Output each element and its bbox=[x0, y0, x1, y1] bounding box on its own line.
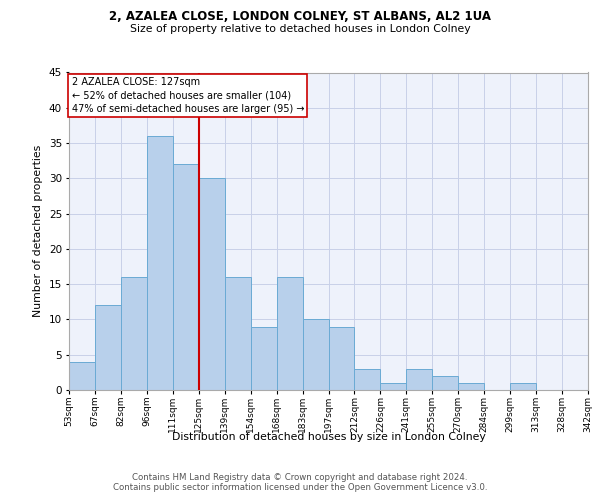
Y-axis label: Number of detached properties: Number of detached properties bbox=[33, 145, 43, 318]
Bar bbox=[510, 383, 536, 390]
Bar bbox=[355, 369, 380, 390]
Bar bbox=[302, 320, 329, 390]
Bar bbox=[95, 306, 121, 390]
Bar bbox=[458, 383, 484, 390]
Bar bbox=[277, 277, 302, 390]
Bar bbox=[406, 369, 432, 390]
Text: Size of property relative to detached houses in London Colney: Size of property relative to detached ho… bbox=[130, 24, 470, 34]
Bar bbox=[225, 277, 251, 390]
Text: 2, AZALEA CLOSE, LONDON COLNEY, ST ALBANS, AL2 1UA: 2, AZALEA CLOSE, LONDON COLNEY, ST ALBAN… bbox=[109, 10, 491, 23]
Bar bbox=[199, 178, 224, 390]
Bar bbox=[147, 136, 173, 390]
Text: 2 AZALEA CLOSE: 127sqm
← 52% of detached houses are smaller (104)
47% of semi-de: 2 AZALEA CLOSE: 127sqm ← 52% of detached… bbox=[71, 78, 304, 114]
Bar bbox=[173, 164, 199, 390]
Text: Contains HM Land Registry data © Crown copyright and database right 2024.: Contains HM Land Registry data © Crown c… bbox=[132, 472, 468, 482]
Bar bbox=[433, 376, 458, 390]
Text: Contains public sector information licensed under the Open Government Licence v3: Contains public sector information licen… bbox=[113, 484, 487, 492]
Bar bbox=[251, 326, 277, 390]
Bar bbox=[329, 326, 355, 390]
Bar bbox=[69, 362, 95, 390]
Text: Distribution of detached houses by size in London Colney: Distribution of detached houses by size … bbox=[172, 432, 485, 442]
Bar bbox=[121, 277, 147, 390]
Bar bbox=[380, 383, 406, 390]
